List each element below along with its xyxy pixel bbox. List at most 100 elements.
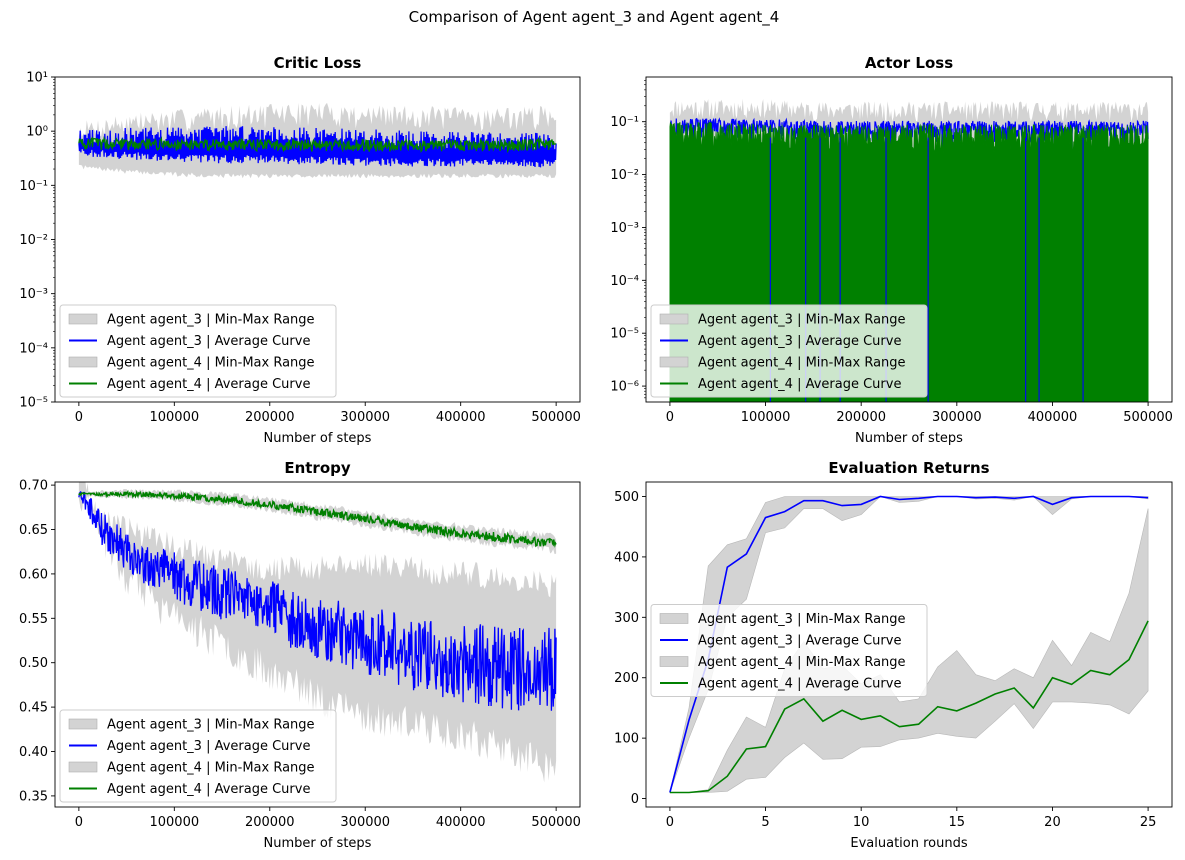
legend-band-swatch <box>659 356 689 368</box>
legend-label: Agent agent_3 | Min-Max Range <box>698 313 906 328</box>
x-tick-label: 15 <box>949 815 966 830</box>
legend-band-swatch <box>659 613 689 624</box>
x-tick-label: 200000 <box>245 410 295 425</box>
y-tick-label: 10⁻⁵ <box>19 396 48 411</box>
y-tick-label: 100 <box>614 732 639 747</box>
legend-band-swatch <box>659 313 689 325</box>
agent-4-critic-loss-line <box>78 135 557 154</box>
y-tick-label: 10⁻⁴ <box>610 274 639 289</box>
legend-label: Agent agent_4 | Average Curve <box>698 377 901 392</box>
legend-label: Agent agent_4 | Average Curve <box>107 377 310 392</box>
panel-title: Evaluation Returns <box>828 459 989 477</box>
legend: Agent agent_3 | Min-Max Range Agent agent… <box>59 304 337 398</box>
legend-box <box>59 709 337 803</box>
y-tick-label: 0.40 <box>19 745 48 760</box>
x-axis-label: Number of steps <box>264 836 372 851</box>
legend-box <box>650 304 928 398</box>
y-tick-label: 10¹ <box>26 71 48 86</box>
panel-title: Entropy <box>284 459 351 477</box>
legend-label: Agent agent_3 | Min-Max Range <box>698 612 906 627</box>
legend-band-swatch <box>659 656 689 667</box>
legend-label: Agent agent_3 | Average Curve <box>698 334 901 349</box>
legend-label: Agent agent_4 | Min-Max Range <box>107 356 315 371</box>
axes-frame <box>645 76 1173 403</box>
y-tick-label: 0.35 <box>19 789 48 804</box>
y-tick-label: 500 <box>614 490 639 505</box>
agent-4-returns-line <box>669 620 1149 794</box>
y-tick-label: 10⁰ <box>26 125 48 140</box>
plot-area <box>78 102 557 179</box>
agent-4-entropy-line <box>78 489 557 548</box>
x-tick-label: 20 <box>1044 815 1061 830</box>
y-tick-label: 0 <box>631 792 639 807</box>
panel-title: Actor Loss <box>865 54 953 72</box>
y-tick-label: 10⁻³ <box>19 287 48 302</box>
legend-band-swatch <box>68 356 98 368</box>
x-tick-label: 200000 <box>836 410 886 425</box>
y-tick-label: 0.50 <box>19 656 48 671</box>
figure-suptitle: Comparison of Agent agent_3 and Agent ag… <box>409 8 780 27</box>
legend: Agent agent_3 | Min-Max Range Agent agent… <box>59 709 337 803</box>
x-tick-label: 5 <box>761 815 769 830</box>
x-axis-label: Number of steps <box>855 431 963 446</box>
legend: Agent agent_3 | Min-Max Range Agent agent… <box>650 304 928 398</box>
axes-frame <box>54 481 581 808</box>
y-tick-label: 10⁻¹ <box>19 179 48 194</box>
x-tick-label: 100000 <box>741 410 791 425</box>
legend-label: Agent agent_4 | Min-Max Range <box>698 655 906 670</box>
panel-critic-loss: 0 100000 200000 300000 400000 500000 10⁻⁵ 10⁻⁴ 1… <box>19 54 581 446</box>
x-tick-label: 10 <box>853 815 870 830</box>
y-tick-label: 10⁻¹ <box>610 115 639 130</box>
y-tick-label: 0.65 <box>19 523 48 538</box>
x-tick-label: 500000 <box>531 410 581 425</box>
x-tick-label: 300000 <box>340 410 390 425</box>
y-tick-label: 300 <box>614 611 639 626</box>
agent-3-returns-line <box>669 495 1149 793</box>
x-tick-label: 400000 <box>436 410 486 425</box>
y-tick-label: 0.60 <box>19 567 48 582</box>
panel-actor-loss: 0 100000 200000 300000 400000 500000 10⁻⁶ 10⁻⁵ 1… <box>610 54 1173 446</box>
legend-label: Agent agent_3 | Average Curve <box>107 739 310 754</box>
panel-entropy: 0 100000 200000 300000 400000 500000 0.35 0.40 0… <box>19 459 581 851</box>
x-axis-label: Evaluation rounds <box>850 836 967 851</box>
x-tick-label: 0 <box>75 410 83 425</box>
legend-label: Agent agent_4 | Average Curve <box>698 677 901 692</box>
plot-area <box>78 482 557 783</box>
legend: Agent agent_3 | Min-Max Range Agent agent… <box>650 604 928 697</box>
legend-box <box>650 604 928 697</box>
y-tick-label: 0.70 <box>19 479 48 494</box>
x-tick-label: 200000 <box>245 815 295 830</box>
y-tick-label: 0.55 <box>19 612 48 627</box>
y-tick-label: 10⁻² <box>19 233 48 248</box>
y-tick-label: 10⁻⁴ <box>19 341 48 356</box>
legend-label: Agent agent_3 | Min-Max Range <box>107 718 315 733</box>
agent-4-entropy-minmax-band <box>78 489 557 555</box>
x-tick-label: 100000 <box>149 410 199 425</box>
legend-band-swatch <box>68 718 98 730</box>
agent-3-entropy-line <box>78 491 557 711</box>
x-tick-label: 300000 <box>340 815 390 830</box>
x-tick-label: 500000 <box>1123 410 1173 425</box>
legend-box <box>59 304 337 398</box>
x-tick-label: 0 <box>75 815 83 830</box>
legend-label: Agent agent_4 | Average Curve <box>107 782 310 797</box>
legend-label: Agent agent_3 | Average Curve <box>698 634 901 649</box>
x-tick-label: 100000 <box>149 815 199 830</box>
x-tick-label: 500000 <box>531 815 581 830</box>
panel-title: Critic Loss <box>274 54 362 72</box>
legend-band-swatch <box>68 761 98 773</box>
x-axis-label: Number of steps <box>264 431 372 446</box>
x-tick-label: 400000 <box>1028 410 1078 425</box>
y-tick-label: 10⁻³ <box>610 221 639 236</box>
y-tick-label: 10⁻⁶ <box>610 380 639 395</box>
x-tick-label: 25 <box>1140 815 1157 830</box>
y-tick-label: 10⁻² <box>610 168 639 183</box>
axes-frame <box>645 481 1173 808</box>
agent-3-entropy-minmax-band <box>78 482 557 783</box>
y-tick-label: 10⁻⁵ <box>610 327 639 342</box>
x-tick-label: 0 <box>666 815 674 830</box>
legend-label: Agent agent_3 | Min-Max Range <box>107 313 315 328</box>
legend-label: Agent agent_3 | Average Curve <box>107 334 310 349</box>
x-tick-label: 400000 <box>436 815 486 830</box>
